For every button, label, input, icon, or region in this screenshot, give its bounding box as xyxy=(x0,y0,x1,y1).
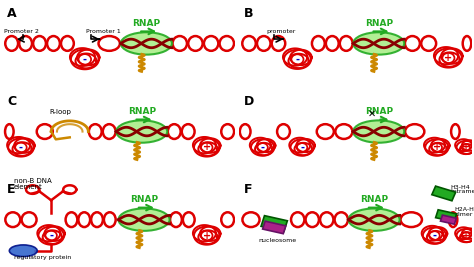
Ellipse shape xyxy=(9,245,37,257)
Text: -: - xyxy=(19,143,23,152)
Text: C: C xyxy=(7,95,16,108)
Text: D: D xyxy=(244,95,254,108)
Ellipse shape xyxy=(353,120,404,143)
Text: +: + xyxy=(203,231,211,241)
Text: R-loop: R-loop xyxy=(49,109,72,115)
FancyBboxPatch shape xyxy=(432,186,456,201)
Ellipse shape xyxy=(116,120,167,143)
Text: RNAP: RNAP xyxy=(360,195,388,204)
Text: H3-H4: H3-H4 xyxy=(451,184,471,190)
Text: -: - xyxy=(295,54,300,64)
Text: B: B xyxy=(244,7,254,19)
Text: +: + xyxy=(462,143,470,152)
Text: -: - xyxy=(83,54,87,64)
Text: regulatory protein: regulatory protein xyxy=(14,256,71,260)
Text: -: - xyxy=(300,143,304,152)
Text: nucleosome: nucleosome xyxy=(258,238,296,243)
Text: +: + xyxy=(433,143,441,152)
Text: ✕: ✕ xyxy=(368,109,376,119)
Text: H2A-H2B: H2A-H2B xyxy=(454,207,474,212)
Ellipse shape xyxy=(121,32,172,55)
Text: -: - xyxy=(49,231,53,241)
Text: Promoter 2: Promoter 2 xyxy=(3,29,38,34)
Text: RNAP: RNAP xyxy=(365,107,393,116)
FancyBboxPatch shape xyxy=(263,221,286,234)
Text: F: F xyxy=(244,183,253,196)
Text: Promoter 1: Promoter 1 xyxy=(86,29,121,34)
FancyBboxPatch shape xyxy=(261,216,287,231)
Text: A: A xyxy=(7,7,17,19)
Text: -: - xyxy=(261,143,264,152)
Text: +: + xyxy=(462,231,470,241)
Ellipse shape xyxy=(353,32,404,55)
Text: non-B DNA: non-B DNA xyxy=(14,178,52,184)
Text: promoter: promoter xyxy=(266,29,295,34)
Ellipse shape xyxy=(348,209,400,231)
Text: +: + xyxy=(203,143,211,152)
Text: E: E xyxy=(7,183,16,196)
Text: RNAP: RNAP xyxy=(130,195,158,204)
Ellipse shape xyxy=(118,209,170,231)
Text: tetramer: tetramer xyxy=(451,190,474,194)
Text: element: element xyxy=(14,184,43,190)
Text: RNAP: RNAP xyxy=(365,18,393,28)
FancyBboxPatch shape xyxy=(440,215,456,224)
Text: RNAP: RNAP xyxy=(132,18,160,28)
Text: -: - xyxy=(432,231,437,241)
FancyBboxPatch shape xyxy=(436,210,456,222)
Text: dimer: dimer xyxy=(454,212,473,217)
Text: +: + xyxy=(444,53,453,63)
Text: RNAP: RNAP xyxy=(128,107,156,116)
